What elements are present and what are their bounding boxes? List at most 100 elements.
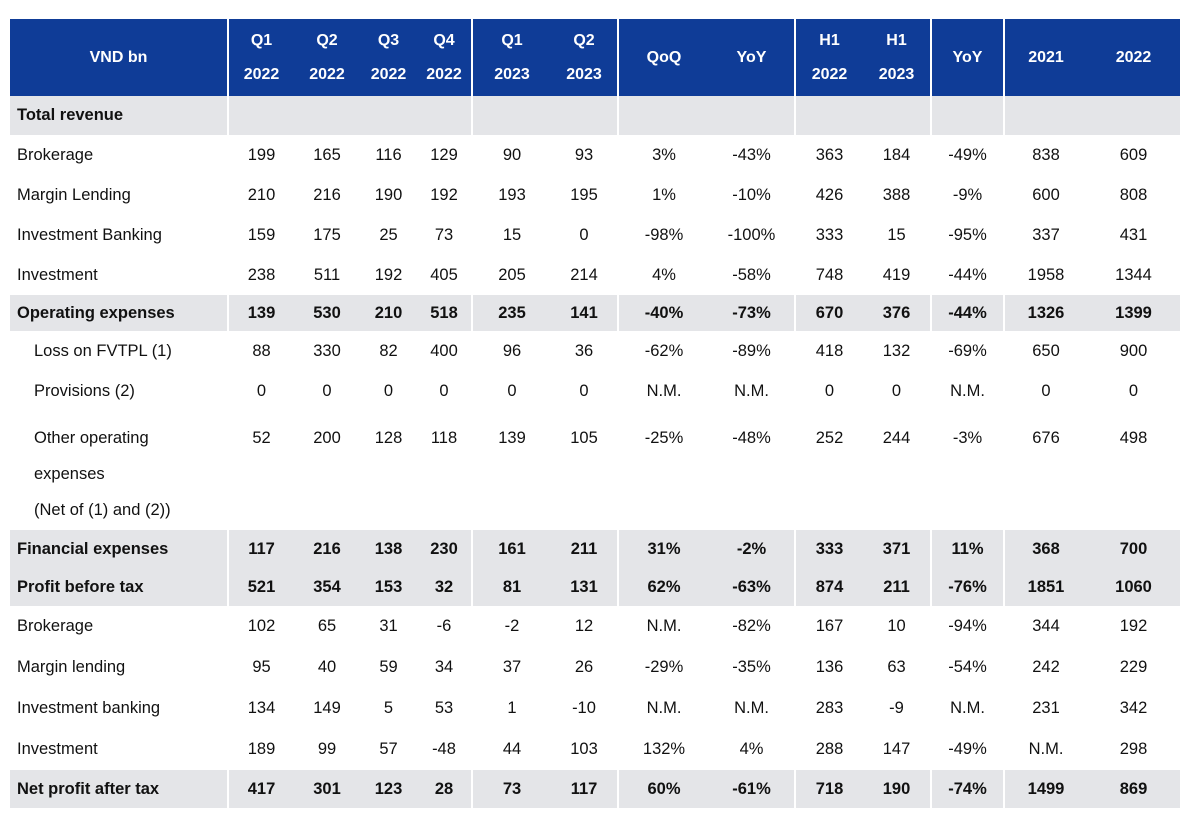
table-cell: 419 — [882, 265, 911, 284]
table-cell — [227, 96, 294, 135]
table-cell: 363 — [794, 135, 863, 175]
table-cell: 26 — [574, 658, 594, 676]
table-cell: 53 — [434, 699, 454, 717]
table-cell: 184 — [882, 145, 911, 164]
table-cell: 0 — [322, 381, 332, 400]
table-cell: -49% — [930, 135, 1004, 175]
table-cell: 1399 — [1087, 295, 1180, 331]
table-cell: 214 — [570, 265, 598, 284]
table-row: Margin Lending 210 216 190 192 193 195 1% -10% 42… — [10, 175, 1180, 215]
table-cell: 44 — [471, 729, 551, 770]
header-q1-2023: Q1 2023 — [471, 19, 551, 96]
table-cell: 211 — [863, 568, 931, 606]
table-cell: 371 — [863, 530, 931, 568]
table-cell: 99 — [317, 740, 337, 758]
row-label: Investment — [17, 740, 98, 758]
table-cell: 4% — [617, 255, 709, 295]
table-cell: 62% — [617, 568, 709, 606]
table-cell: 1060 — [1087, 568, 1180, 606]
header-yoy-quarter: YoY — [709, 19, 795, 96]
table-cell: N.M. — [617, 688, 709, 729]
table-cell: 650 — [1003, 331, 1087, 371]
table-cell: 96 — [471, 331, 551, 371]
table-cell: -74% — [930, 770, 1004, 808]
table-cell: 0 — [1128, 381, 1139, 400]
row-label-line: expenses — [34, 465, 105, 483]
table-cell: 417 — [227, 770, 294, 808]
table-cell: 330 — [313, 341, 341, 360]
table-cell: 81 — [471, 568, 551, 606]
table-cell: 73 — [434, 225, 454, 244]
table-cell: 103 — [570, 740, 598, 758]
row-label: Profit before tax — [10, 568, 228, 606]
table-cell: N.M. — [617, 606, 709, 647]
table-cell: 118 — [430, 429, 458, 447]
table-cell: 498 — [1119, 429, 1148, 447]
table-cell: 189 — [227, 729, 294, 770]
table-cell: -48 — [432, 740, 456, 758]
table-cell: 117 — [227, 530, 294, 568]
table-cell: -2 — [471, 606, 551, 647]
row-label: Financial expenses — [10, 530, 228, 568]
table-cell: 52 — [227, 411, 294, 530]
table-row: Investment banking 134 149 5 53 1 -10 N.M. N.M. 2… — [10, 688, 1180, 729]
table-cell: 600 — [1003, 175, 1087, 215]
table-cell: 128 — [374, 429, 403, 447]
row-label: Investment — [17, 265, 98, 284]
table-cell: 808 — [1119, 185, 1148, 204]
table-cell: -10 — [572, 699, 596, 717]
header-yoy-half: YoY — [930, 19, 1004, 96]
table-cell: 37 — [471, 647, 551, 688]
header-q2-2022: Q2 2022 — [294, 19, 360, 96]
table-cell — [417, 96, 472, 135]
header-q4-2022: Q4 2022 — [417, 19, 472, 96]
table-cell: 354 — [294, 568, 360, 606]
table-cell: -98% — [617, 215, 709, 255]
table-row: Loss on FVTPL (1) 88 330 82 400 96 36 -62% -89% 4… — [10, 331, 1180, 371]
table-cell: 165 — [313, 145, 341, 164]
table-cell: 59 — [379, 658, 398, 676]
table-row: Provisions (2) 0 0 0 0 0 0 N.M. N.M. 0 0 N.M. 0 0 — [10, 371, 1180, 411]
table-cell: N.M. — [734, 381, 769, 400]
financial-table-container: VND bn Q1 2022 Q2 2022 Q3 2022 Q4 2022 Q1 202… — [10, 19, 1180, 808]
table-cell: 235 — [471, 295, 551, 331]
table-cell: -43% — [732, 145, 771, 164]
table-cell: 138 — [360, 530, 417, 568]
table-cell: 63 — [887, 658, 906, 676]
table-cell: 211 — [551, 530, 618, 568]
row-label: Brokerage — [17, 617, 94, 635]
table-cell: 161 — [471, 530, 551, 568]
table-cell: 368 — [1003, 530, 1087, 568]
table-cell: 301 — [294, 770, 360, 808]
table-cell: 252 — [794, 411, 863, 530]
table-cell: 25 — [379, 225, 398, 244]
row-label: Investment Banking — [17, 225, 162, 244]
table-cell: 82 — [379, 341, 398, 360]
header-h1-2022: H1 2022 — [794, 19, 863, 96]
table-cell: 900 — [1119, 341, 1148, 360]
table-cell: 60% — [617, 770, 709, 808]
table-cell — [294, 96, 360, 135]
table-cell: 193 — [471, 175, 551, 215]
table-cell: 210 — [360, 295, 417, 331]
table-cell: -9% — [930, 175, 1004, 215]
header-row: VND bn Q1 2022 Q2 2022 Q3 2022 Q4 2022 Q1 202… — [10, 19, 1180, 96]
table-cell: 0 — [439, 381, 449, 400]
table-cell: -6 — [436, 617, 452, 635]
table-cell: 874 — [794, 568, 863, 606]
row-label: Margin lending — [17, 658, 126, 676]
table-cell: 344 — [1003, 606, 1087, 647]
table-cell: 190 — [374, 185, 403, 204]
table-row: Profit before tax 521 354 153 32 81 131 62% -63%… — [10, 568, 1180, 606]
table-cell: 216 — [313, 185, 341, 204]
row-label: Loss on FVTPL (1) — [34, 341, 172, 360]
table-cell: 192 — [430, 185, 458, 204]
table-row: Brokerage 102 65 31 -6 -2 12 N.M. -82% 167 10 -94% 3… — [10, 606, 1180, 647]
table-cell: 0 — [383, 381, 394, 400]
row-label: Operating expenses — [10, 295, 228, 331]
table-cell: N.M. — [930, 371, 1004, 411]
table-cell: -73% — [709, 295, 795, 331]
row-label: Margin Lending — [17, 185, 131, 204]
table-cell: 139 — [227, 295, 294, 331]
table-cell: -63% — [709, 568, 795, 606]
